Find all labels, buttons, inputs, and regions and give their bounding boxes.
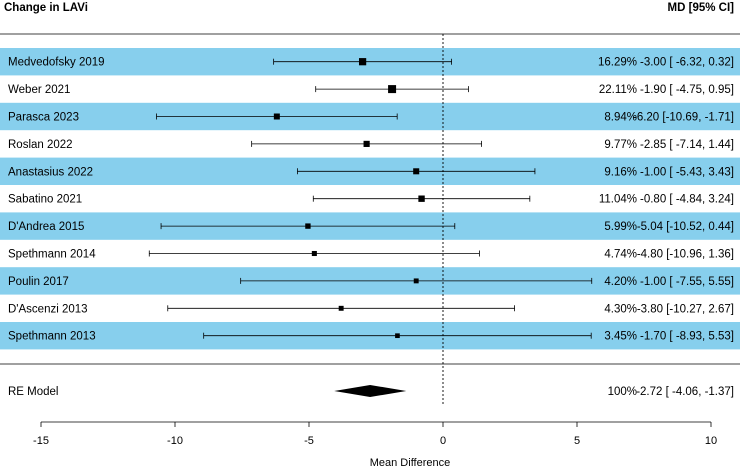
x-axis-label: Mean Difference [370,457,451,468]
study-ci: -1.90 [ -4.75, 0.95] [640,84,734,96]
study-ci: -5.04 [-10.52, 0.44] [637,221,734,233]
summary-diamond [334,385,407,397]
study-ci: -0.80 [ -4.84, 3.24] [640,194,734,206]
point-estimate [311,250,317,257]
study-name: Poulin 2017 [8,276,69,288]
point-estimate [273,113,280,120]
study-name: Anastasius 2022 [8,166,93,178]
summary-ci: -2.72 [ -4.06, -1.37] [636,386,734,398]
point-estimate [388,85,397,94]
x-tick-label: -15 [33,435,49,447]
study-weight: 16.29% [598,57,637,69]
study-weight: 22.11% [599,84,637,96]
study-ci: -3.00 [ -6.32, 0.32] [640,57,734,69]
study-name: D'Ascenzi 2013 [8,303,88,315]
study-name: Sabatino 2021 [8,194,82,206]
study-weight: 4.20% [604,276,637,288]
point-estimate [413,278,419,284]
x-tick-label: 5 [574,435,580,447]
study-weight: 3.45% [604,331,637,343]
study-weight: 9.16% [604,166,637,178]
x-tick-label: -10 [167,435,183,447]
study-ci: -1.70 [ -8.93, 5.53] [640,331,734,343]
point-estimate [305,223,311,229]
study-weight: 5.99% [604,221,637,233]
header-left: Change in LAVi [4,2,88,14]
point-estimate [358,58,367,66]
study-name: Weber 2021 [8,84,70,96]
point-estimate [338,305,344,311]
study-name: Spethmann 2014 [8,249,96,261]
study-ci: -1.00 [ -7.55, 5.55] [640,276,734,288]
x-tick-label: 10 [705,435,717,447]
study-ci: -4.80 [-10.96, 1.36] [637,249,734,261]
x-tick-label: 0 [440,435,446,447]
point-estimate [363,140,370,147]
header-right: MD [95% CI] [668,2,735,14]
point-estimate [418,195,425,202]
point-estimate [395,333,400,339]
study-ci: -3.80 [-10.27, 2.67] [637,303,734,315]
study-ci: -2.85 [ -7.14, 1.44] [640,139,734,151]
study-ci: -1.00 [ -5.43, 3.43] [640,166,734,178]
study-name: D'Andrea 2015 [8,221,84,233]
study-weight: 4.30% [604,303,637,315]
study-name: Roslan 2022 [8,139,73,151]
study-weight: 4.74% [604,249,637,261]
study-name: Medvedofsky 2019 [8,57,105,69]
study-name: Parasca 2023 [8,112,79,124]
study-weight: 9.77% [604,139,637,151]
x-tick-label: -5 [304,435,314,447]
summary-name: RE Model [8,386,59,398]
point-estimate [413,168,420,175]
summary-weight: 100% [608,386,637,398]
study-name: Spethmann 2013 [8,331,96,343]
study-weight: 11.04% [599,194,637,206]
study-weight: 8.94% [604,112,637,124]
study-ci: -6.20 [-10.69, -1.71] [633,112,734,124]
